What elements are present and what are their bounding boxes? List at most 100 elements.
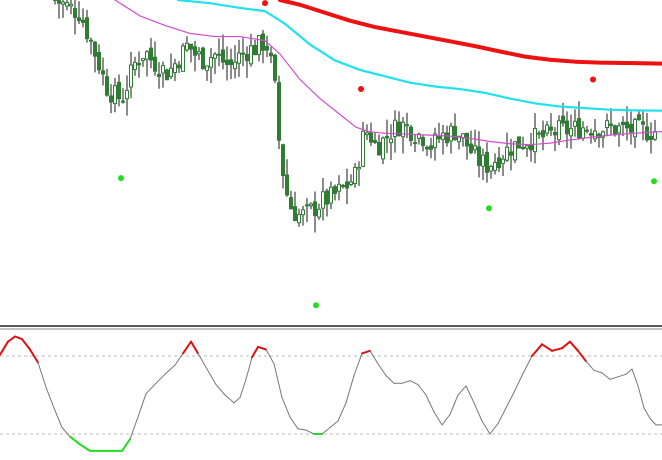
candle-body-down — [77, 17, 81, 22]
oscillator-segment-neutral — [155, 373, 166, 384]
candle-body-down — [621, 121, 625, 126]
oscillator-segment-low — [69, 435, 81, 446]
candle-body-up — [405, 124, 409, 127]
oscillator-segment-neutral — [473, 402, 483, 422]
candle-body-up — [393, 119, 397, 138]
oscillator-segment-neutral — [601, 372, 611, 380]
signal-low-dot — [651, 178, 657, 185]
oscillator-segment-neutral — [377, 363, 387, 376]
candle-body-down — [273, 54, 277, 81]
candle-body-down — [577, 118, 581, 139]
oscillator-segment-neutral — [297, 428, 307, 431]
oscillator-segment-neutral — [233, 397, 241, 404]
candle-body-down — [445, 132, 449, 144]
candle-body-down — [245, 53, 249, 62]
oscillator-segment-neutral — [505, 391, 515, 409]
candle-body-down — [285, 174, 289, 196]
ma-mid-line — [176, 0, 662, 112]
oscillator-segment-neutral — [425, 394, 435, 413]
oscillator-segment-neutral — [265, 349, 275, 365]
oscillator-segment-neutral — [409, 380, 419, 386]
candles-group — [53, 0, 657, 233]
oscillator-segment-high — [361, 349, 371, 355]
candle-body-down — [585, 129, 589, 132]
candle-body-down — [177, 64, 181, 69]
oscillator-segment-low — [121, 438, 131, 452]
candle-body-down — [109, 95, 113, 103]
candle-body-down — [369, 132, 373, 143]
candle-body-down — [261, 33, 265, 51]
candle-body-down — [645, 126, 649, 141]
price-pane — [53, 0, 662, 309]
oscillator-segment-neutral — [245, 356, 253, 380]
candle-body-up — [133, 61, 137, 71]
candle-body-up — [329, 186, 333, 204]
oscillator-segment-neutral — [45, 386, 55, 409]
oscillator-segment-high — [569, 340, 579, 352]
candle-body-down — [157, 73, 161, 78]
oscillator-segment-neutral — [481, 420, 491, 435]
candle-body-down — [149, 47, 153, 61]
candle-body-up — [61, 1, 65, 5]
candle-body-down — [345, 181, 349, 189]
oscillator-segment-neutral — [353, 352, 363, 376]
oscillator-segment-neutral — [53, 407, 63, 428]
ma-slow-line — [278, 0, 662, 66]
oscillator-segment-neutral — [369, 350, 379, 365]
pane-separator[interactable] — [0, 325, 662, 330]
signal-low-dot — [118, 175, 124, 182]
signal-low-dot — [313, 302, 319, 309]
oscillator-segment-neutral — [609, 376, 619, 380]
candle-body-down — [517, 136, 521, 149]
oscillator-segment-neutral — [321, 427, 331, 435]
oscillator-segment-neutral — [337, 402, 347, 422]
oscillator-segment-neutral — [593, 369, 603, 374]
candle-body-up — [241, 52, 245, 55]
candle-body-up — [257, 35, 261, 56]
oscillator-segment-neutral — [145, 382, 157, 395]
candle-body-up — [337, 183, 341, 192]
oscillator-segment-neutral — [401, 380, 411, 384]
candle-body-up — [69, 3, 73, 7]
candle-body-up — [493, 161, 497, 171]
candle-body-down — [105, 76, 109, 96]
candle-body-up — [349, 181, 353, 185]
oscillator-segment-neutral — [449, 394, 459, 415]
oscillator-segment-high — [182, 340, 192, 355]
candle-body-down — [265, 45, 269, 51]
candle-body-down — [341, 184, 345, 187]
oscillator-segment-high — [257, 345, 267, 351]
candle-body-up — [653, 131, 657, 140]
candle-body-up — [557, 120, 561, 141]
signal-high-dot — [262, 0, 268, 7]
candle-body-down — [313, 201, 317, 217]
candle-body-up — [237, 52, 241, 64]
candle-body-up — [233, 61, 237, 70]
candle-body-down — [277, 82, 281, 141]
candle-body-up — [297, 214, 301, 224]
candle-body-up — [125, 89, 129, 100]
candle-body-up — [209, 57, 213, 68]
signal-high-dot — [590, 76, 596, 83]
candle-body-up — [401, 121, 405, 138]
oscillator-segment-high — [251, 345, 259, 359]
candle-body-down — [377, 141, 381, 156]
candle-body-down — [453, 126, 457, 141]
candle-body-down — [485, 151, 489, 173]
signal-low-dot — [486, 205, 492, 212]
candle-body-down — [537, 132, 541, 135]
oscillator-segment-neutral — [617, 373, 627, 378]
candle-body-up — [501, 158, 505, 164]
candle-body-up — [113, 85, 117, 105]
moving-averages-group — [114, 0, 662, 146]
candle-body-up — [321, 191, 325, 209]
oscillator-segment-neutral — [273, 363, 283, 399]
candle-body-up — [569, 128, 573, 137]
candle-body-down — [629, 123, 633, 133]
candle-body-down — [565, 120, 569, 135]
candle-body-down — [529, 144, 533, 151]
candle-body-down — [385, 135, 389, 139]
candle-body-up — [249, 45, 253, 65]
candle-body-down — [477, 146, 481, 166]
